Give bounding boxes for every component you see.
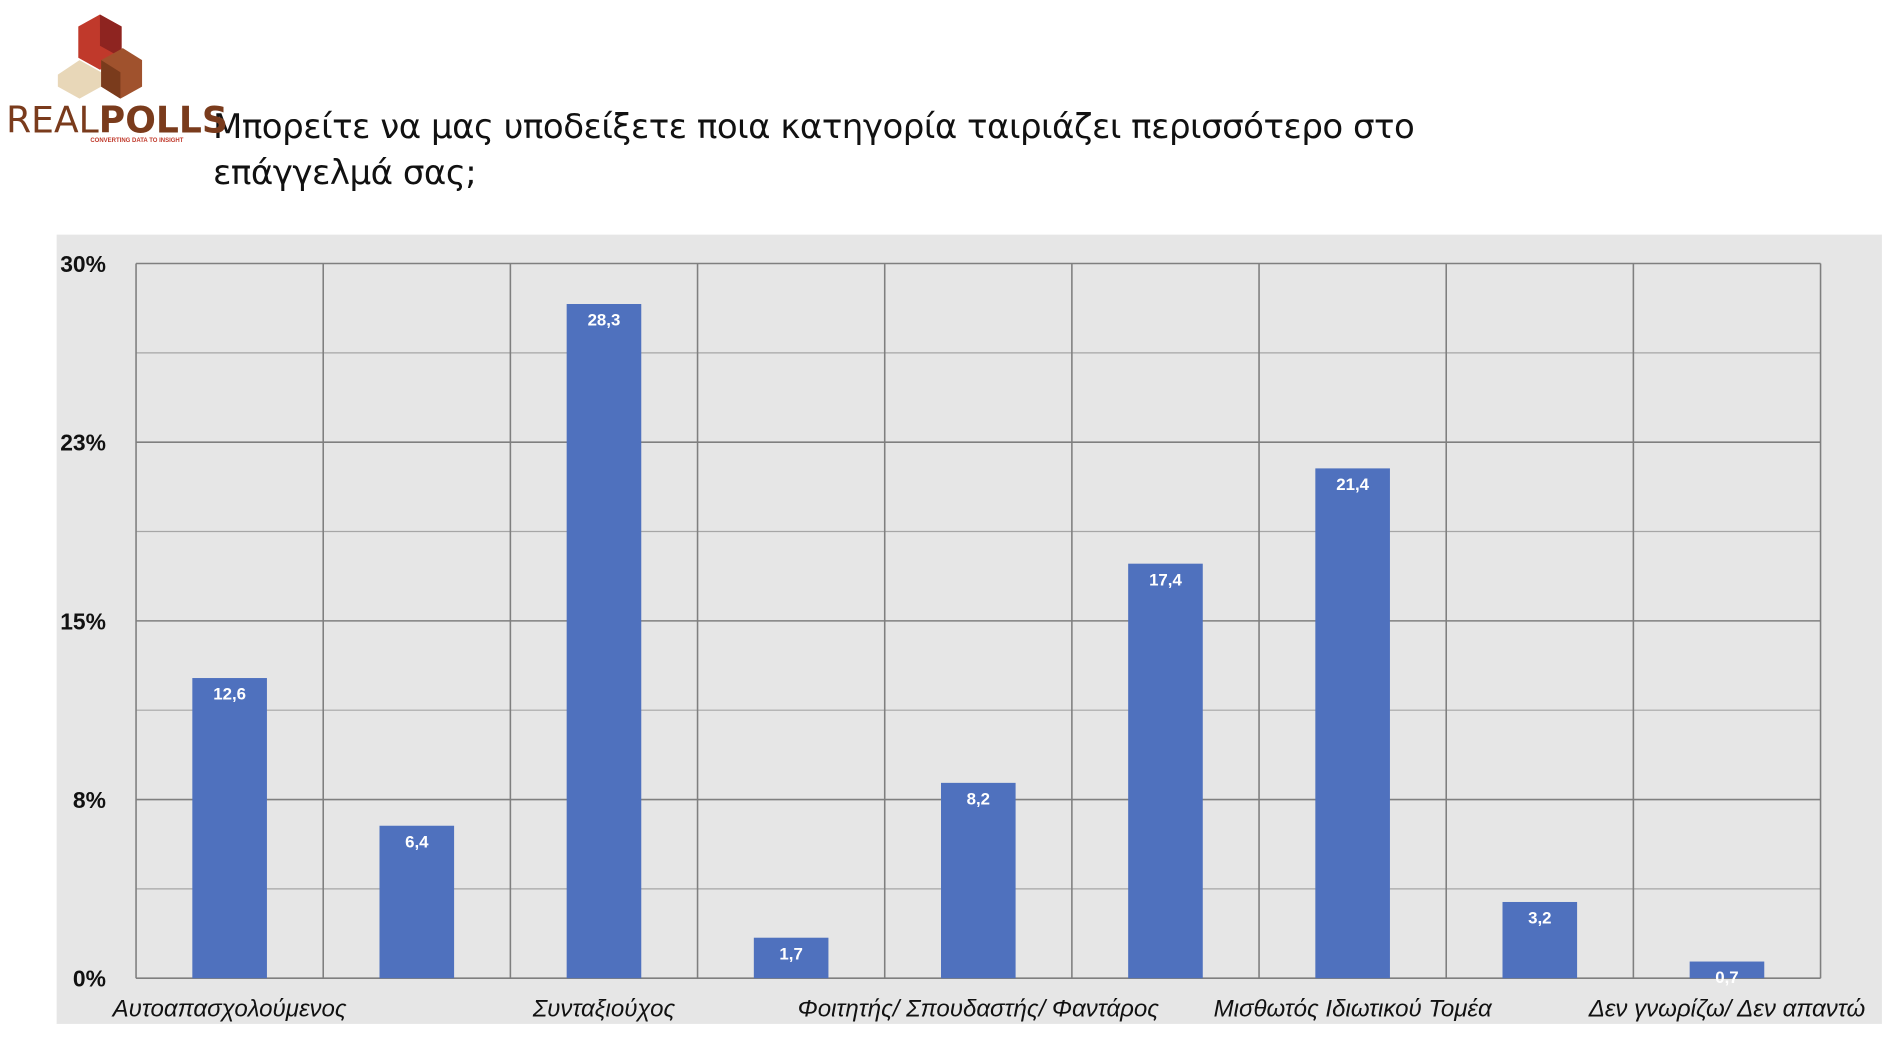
logo: REALPOLLS CONVERTING DATA TO INSIGHT — [6, 14, 228, 144]
data-label: 3,2 — [1528, 909, 1551, 928]
x-tick-label: Μισθωτός Ιδιωτικού Τομέα — [1214, 996, 1493, 1023]
bar — [1689, 961, 1765, 979]
x-tick-label: Φοιτητής/ Σπουδαστής/ Φαντάρος — [798, 996, 1160, 1023]
data-label: 8,2 — [967, 790, 990, 809]
bar — [1315, 468, 1390, 979]
logo-text: REALPOLLS — [6, 99, 228, 141]
y-tick-label: 30% — [60, 251, 106, 277]
x-tick-label: Δεν γνωρίζω/ Δεν απαντώ — [1588, 996, 1865, 1023]
data-label: 28,3 — [588, 311, 621, 330]
chart-title: Μπορείτε να μας υποδείξετε ποια κατηγορί… — [213, 107, 1415, 193]
x-tick-label: Συνταξιούχος — [532, 996, 676, 1023]
bar — [753, 937, 829, 979]
y-tick-label: 23% — [60, 430, 106, 456]
data-label: 21,4 — [1336, 475, 1369, 494]
logo-tagline: CONVERTING DATA TO INSIGHT — [90, 138, 183, 144]
bar — [566, 304, 642, 979]
data-label: 17,4 — [1149, 570, 1182, 589]
data-label: 12,6 — [213, 685, 246, 704]
bar — [1502, 901, 1578, 979]
y-tick-label: 8% — [73, 787, 106, 813]
y-tick-label: 15% — [60, 608, 106, 634]
bar — [192, 678, 267, 979]
bar — [379, 825, 455, 979]
bar — [1128, 563, 1203, 979]
data-label: 1,7 — [779, 944, 802, 963]
y-tick-label: 0% — [73, 966, 106, 992]
data-label: 6,4 — [405, 832, 429, 851]
data-label: 0,7 — [1715, 968, 1738, 987]
bar — [941, 782, 1016, 979]
x-tick-label: Αυτοαπασχολούμενος — [111, 996, 347, 1023]
